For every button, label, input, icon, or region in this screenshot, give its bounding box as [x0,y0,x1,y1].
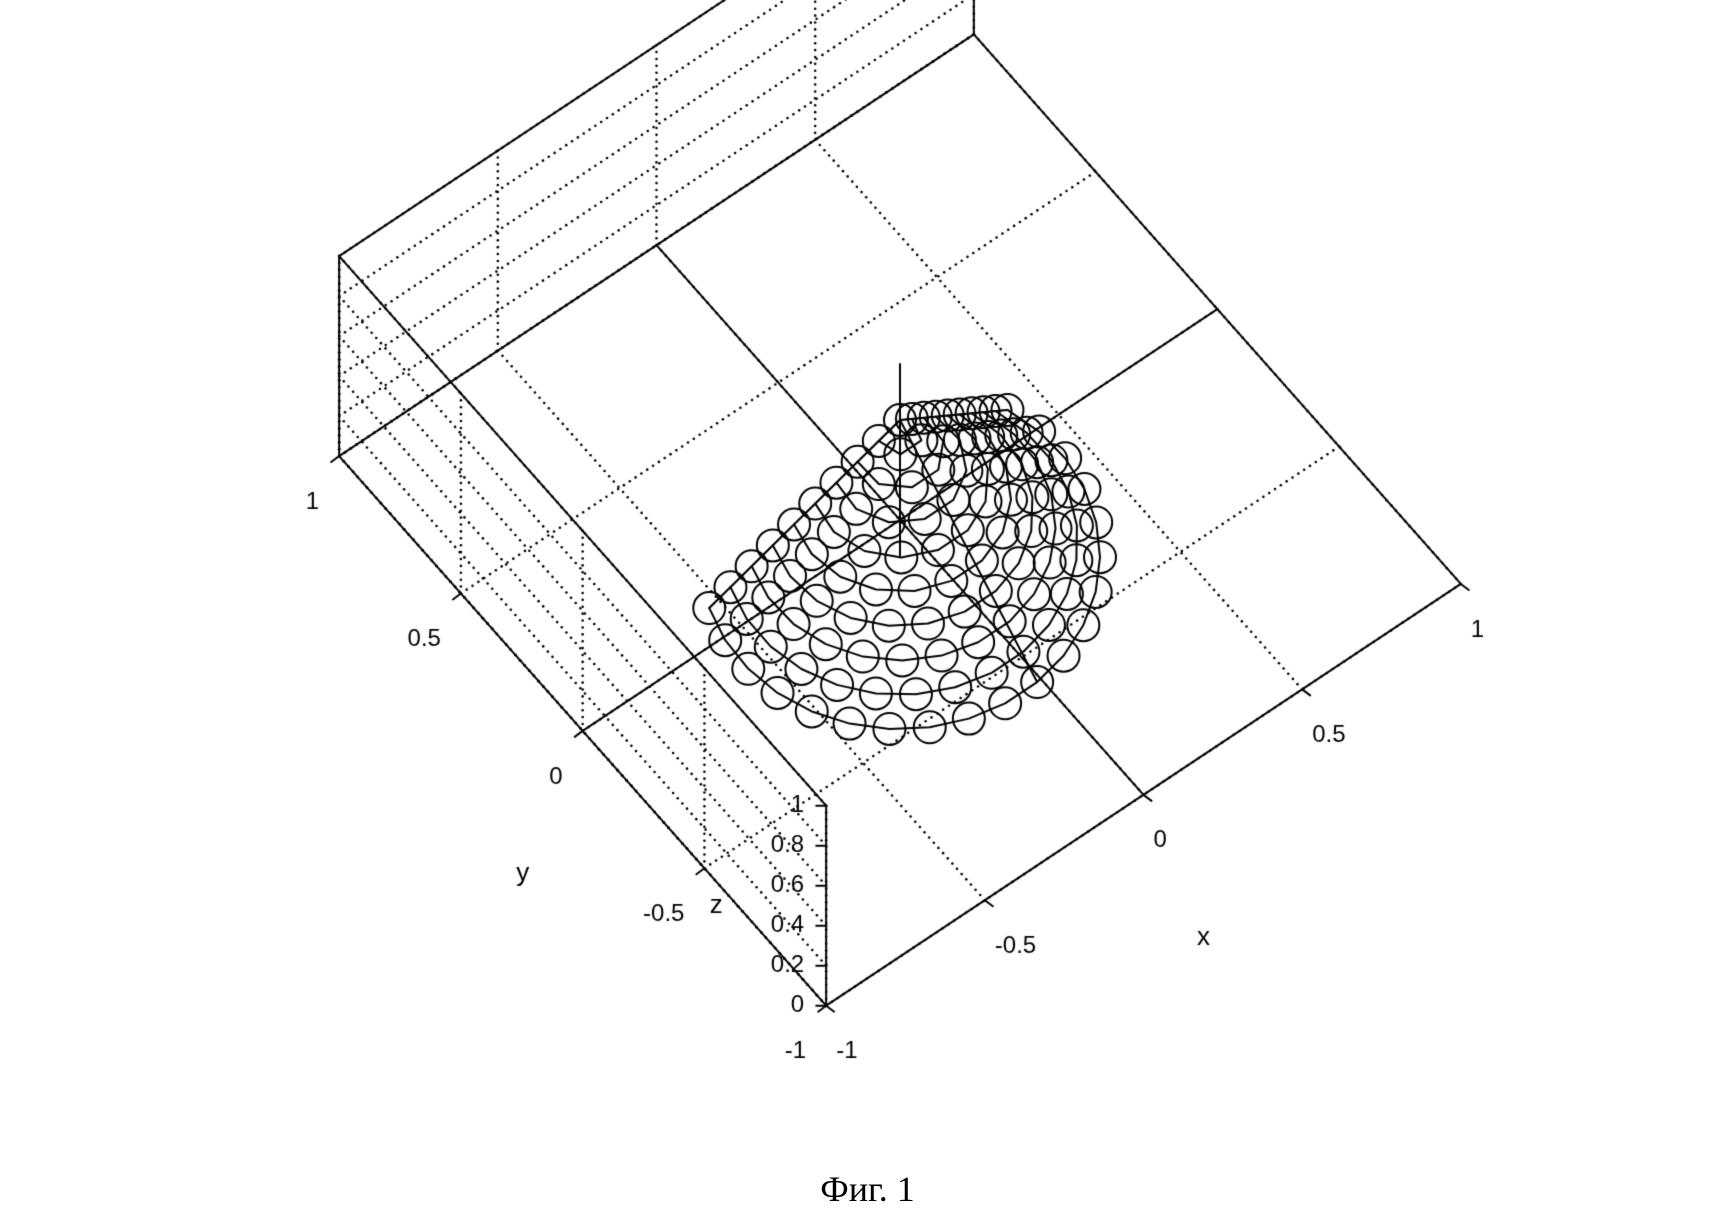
3d-plot-canvas [0,0,1735,1232]
figure-caption: Фиг. 1 [0,1168,1735,1210]
figure-container: Фиг. 1 [0,0,1735,1232]
